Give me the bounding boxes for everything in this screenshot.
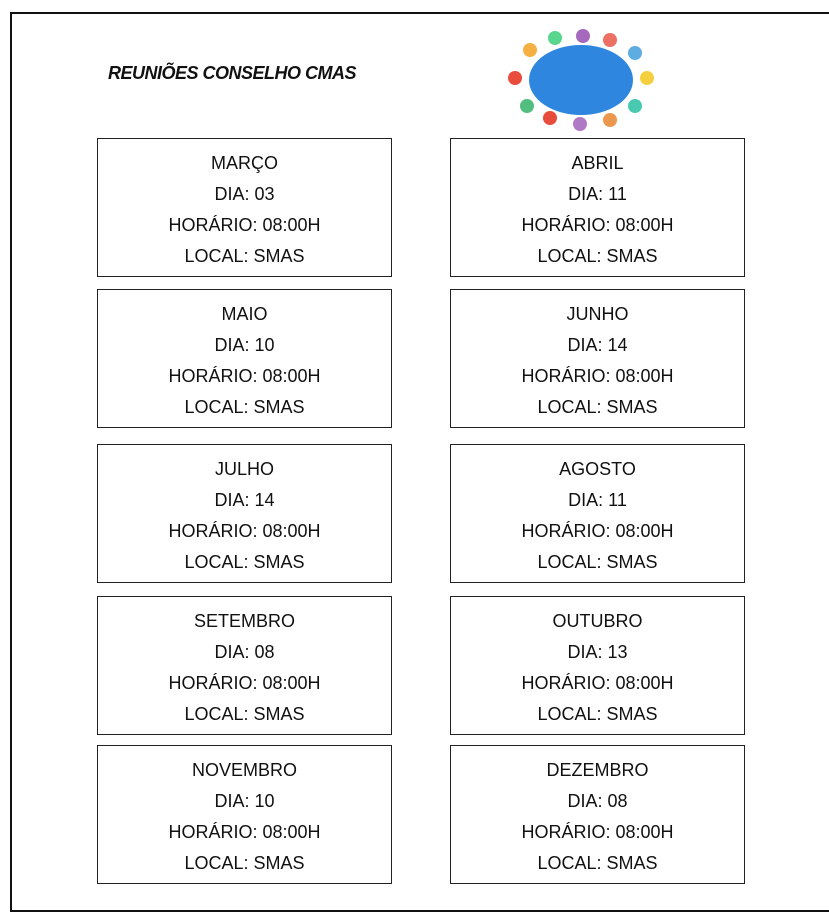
- page: REUNIÕES CONSELHO CMAS (() => { const da…: [10, 12, 829, 912]
- meeting-time: HORÁRIO: 08:00H: [168, 215, 321, 235]
- meeting-month: NOVEMBRO: [191, 760, 297, 780]
- meeting-day: DIA: 13: [567, 642, 628, 662]
- meeting-card: AGOSTO DIA: 11 HORÁRIO: 08:00H LOCAL: SMAS: [450, 444, 745, 583]
- title: REUNIÕES CONSELHO CMAS: [108, 63, 357, 83]
- meeting-card: JUNHO DIA: 14 HORÁRIO: 08:00H LOCAL: SMAS: [450, 289, 745, 428]
- meeting-card: ABRIL DIA: 11 HORÁRIO: 08:00H LOCAL: SMAS: [450, 138, 745, 277]
- meeting-place: LOCAL: SMAS: [184, 853, 305, 873]
- meeting-place: LOCAL: SMAS: [184, 704, 305, 724]
- meeting-month: MARÇO: [211, 153, 278, 173]
- meeting-time: HORÁRIO: 08:00H: [521, 215, 674, 235]
- meeting-time: HORÁRIO: 08:00H: [521, 366, 674, 386]
- meeting-place: LOCAL: SMAS: [184, 552, 305, 572]
- meeting-time: HORÁRIO: 08:00H: [521, 521, 674, 541]
- meeting-place: LOCAL: SMAS: [537, 552, 658, 572]
- meeting-time: HORÁRIO: 08:00H: [168, 822, 321, 842]
- meeting-time: HORÁRIO: 08:00H: [521, 822, 674, 842]
- meeting-day: DIA: 11: [568, 184, 627, 204]
- meeting-place: LOCAL: SMAS: [537, 853, 658, 873]
- meeting-time: HORÁRIO: 08:00H: [168, 673, 321, 693]
- meeting-card: DEZEMBRO DIA: 08 HORÁRIO: 08:00H LOCAL: SMA…: [450, 745, 745, 884]
- meeting-place: LOCAL: SMAS: [537, 704, 658, 724]
- meeting-month: JULHO: [214, 459, 274, 479]
- meeting-time: HORÁRIO: 08:00H: [521, 673, 674, 693]
- meeting-month: JUNHO: [566, 304, 629, 324]
- meeting-month: DEZEMBRO: [546, 760, 649, 780]
- meeting-month: MAIO: [221, 304, 268, 324]
- meeting-place: LOCAL: SMAS: [184, 246, 305, 266]
- children-ring: [508, 29, 654, 131]
- meeting-day: DIA: 10: [214, 791, 275, 811]
- meeting-place: LOCAL: SMAS: [537, 397, 658, 417]
- meeting-time: HORÁRIO: 08:00H: [168, 366, 321, 386]
- meeting-month: OUTUBRO: [552, 611, 643, 631]
- meeting-card: JULHO DIA: 14 HORÁRIO: 08:00H LOCAL: SMAS: [97, 444, 392, 583]
- meeting-month: AGOSTO: [559, 459, 636, 479]
- meeting-card: MARÇO DIA: 03 HORÁRIO: 08:00H LOCAL: SMAS: [97, 138, 392, 277]
- meeting-card: SETEMBRO DIA: 08 HORÁRIO: 08:00H LOCAL: SMA…: [97, 596, 392, 735]
- meeting-card: NOVEMBRO DIA: 10 HORÁRIO: 08:00H LOCAL: SMA…: [97, 745, 392, 884]
- meeting-day: DIA: 14: [214, 490, 275, 510]
- globe: [529, 45, 633, 115]
- meeting-day: DIA: 14: [567, 335, 628, 355]
- meeting-day: DIA: 08: [214, 642, 275, 662]
- meeting-time: HORÁRIO: 08:00H: [168, 521, 321, 541]
- meeting-month: SETEMBRO: [193, 611, 295, 631]
- meeting-day: DIA: 03: [214, 184, 275, 204]
- meeting-card: OUTUBRO DIA: 13 HORÁRIO: 08:00H LOCAL: SMAS: [450, 596, 745, 735]
- meeting-card: MAIO DIA: 10 HORÁRIO: 08:00H LOCAL: SMAS: [97, 289, 392, 428]
- meeting-place: LOCAL: SMAS: [537, 246, 658, 266]
- meeting-day: DIA: 08: [567, 791, 628, 811]
- globe-illustration: [508, 29, 654, 131]
- meeting-place: LOCAL: SMAS: [184, 397, 305, 417]
- meeting-month: ABRIL: [571, 153, 624, 173]
- meeting-day: DIA: 11: [568, 490, 627, 510]
- meeting-day: DIA: 10: [214, 335, 275, 355]
